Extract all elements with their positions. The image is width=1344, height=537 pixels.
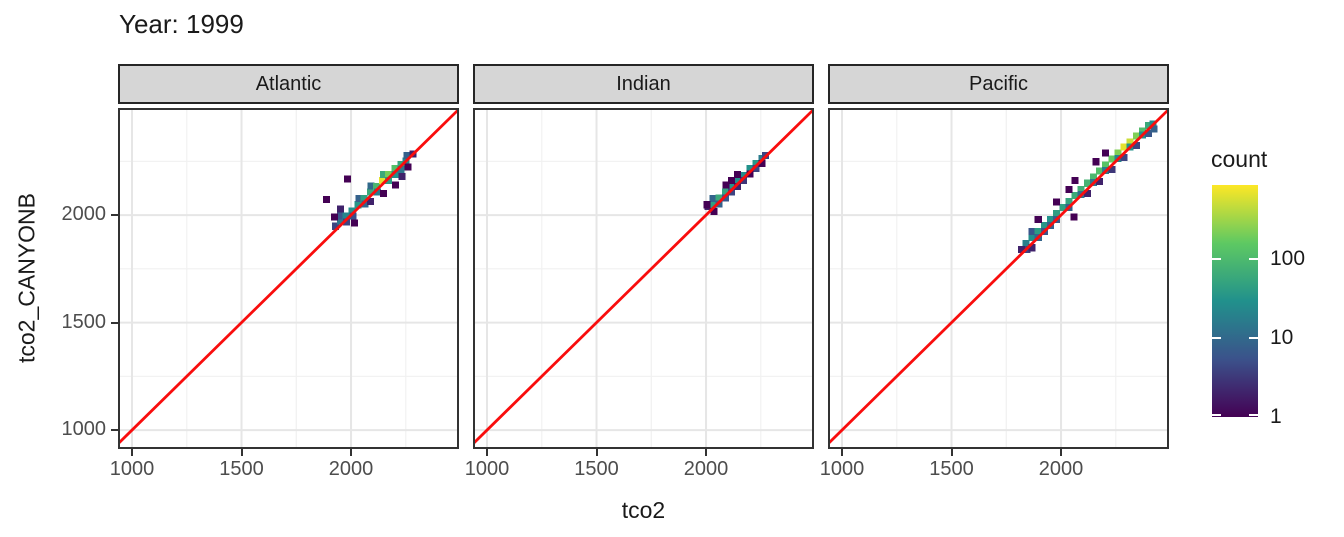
x-tick-label: 1000 bbox=[464, 458, 510, 480]
x-tick-mark bbox=[486, 449, 489, 456]
x-tick-mark bbox=[595, 449, 598, 456]
facet-panel-pacific bbox=[828, 108, 1169, 449]
legend-tick-label: 100 bbox=[1270, 246, 1306, 270]
y-tick-mark bbox=[111, 429, 118, 432]
legend-tick-label: 10 bbox=[1270, 325, 1294, 349]
facet-strip-pacific: Pacific bbox=[828, 64, 1169, 104]
legend-tick-mark bbox=[1249, 414, 1258, 416]
legend-tick-mark bbox=[1249, 336, 1258, 339]
legend-tick-mark bbox=[1212, 336, 1221, 339]
x-tick-label: 1500 bbox=[219, 458, 264, 480]
facet-strip-indian: Indian bbox=[473, 64, 814, 104]
legend-tick-label: 1 bbox=[1270, 405, 1282, 428]
x-tick-mark bbox=[841, 449, 844, 456]
facet-panel-atlantic bbox=[118, 108, 459, 449]
facet-strip-label: Indian bbox=[616, 72, 671, 95]
x-tick-mark bbox=[950, 449, 953, 456]
legend-tick-mark bbox=[1249, 257, 1258, 260]
x-axis-title: tco2 bbox=[621, 497, 666, 523]
x-tick-mark bbox=[705, 449, 708, 456]
facet-strip-atlantic: Atlantic bbox=[118, 64, 459, 104]
x-tick-label: 2000 bbox=[1038, 458, 1084, 480]
facet-strip-label: Pacific bbox=[969, 72, 1028, 95]
facet-strip-label: Atlantic bbox=[255, 72, 322, 95]
x-tick-mark bbox=[1060, 449, 1063, 456]
x-tick-label: 2000 bbox=[683, 458, 729, 480]
legend-title: count bbox=[1211, 146, 1268, 172]
x-tick-mark bbox=[131, 449, 134, 456]
legend-colorbar bbox=[1212, 185, 1258, 417]
y-tick-mark bbox=[111, 321, 118, 324]
plot-title: Year: 1999 bbox=[119, 9, 244, 39]
x-tick-label: 2000 bbox=[328, 458, 374, 480]
x-tick-mark bbox=[240, 449, 243, 456]
legend-tick-mark bbox=[1212, 257, 1221, 260]
x-tick-label: 1000 bbox=[109, 458, 155, 480]
y-tick-label: 1000 bbox=[61, 418, 107, 441]
y-tick-mark bbox=[111, 214, 118, 217]
facet-panel-indian bbox=[473, 108, 814, 449]
y-tick-label: 2000 bbox=[61, 203, 107, 226]
x-tick-label: 1500 bbox=[574, 458, 619, 480]
legend-tick-mark bbox=[1212, 414, 1221, 416]
y-axis-title: tco2_CANYONB bbox=[13, 192, 40, 364]
y-tick-label: 1500 bbox=[61, 310, 107, 333]
x-tick-label: 1000 bbox=[819, 458, 865, 480]
x-tick-label: 1500 bbox=[929, 458, 974, 480]
x-tick-mark bbox=[350, 449, 353, 456]
